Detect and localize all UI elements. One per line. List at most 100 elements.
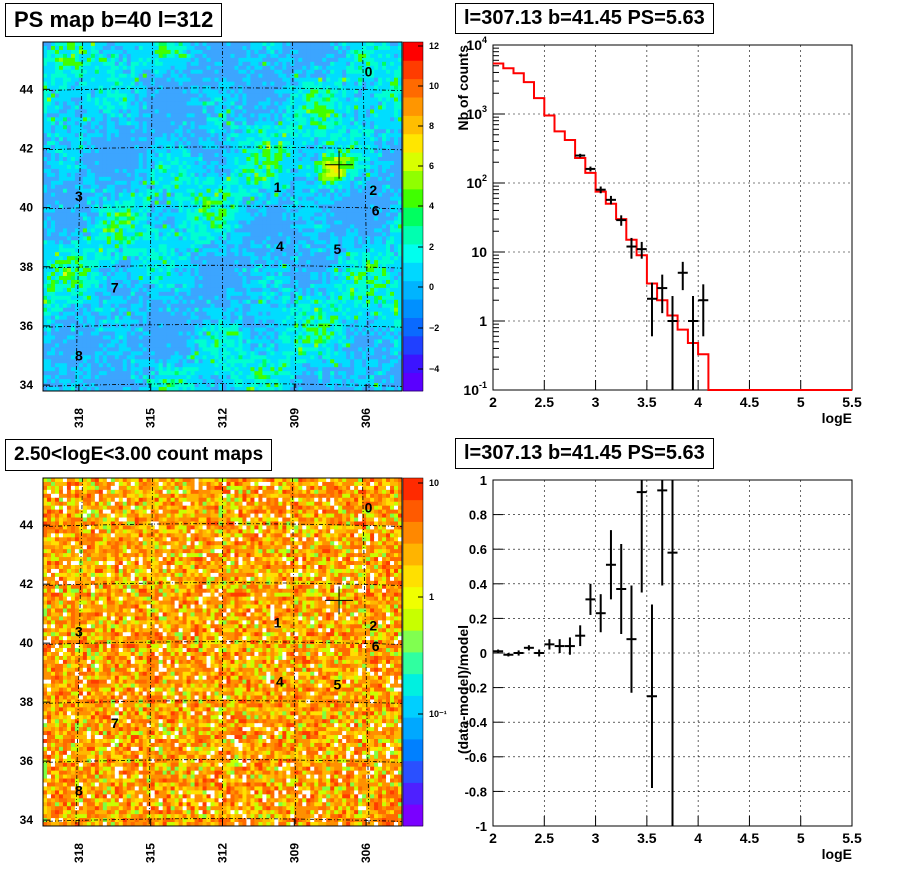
map-pixel	[270, 232, 275, 237]
map-pixel	[166, 93, 172, 99]
map-pixel	[342, 180, 347, 186]
map-pixel	[258, 129, 263, 134]
map-pixel	[386, 192, 391, 198]
map-pixel	[238, 220, 243, 225]
map-pixel	[262, 65, 267, 71]
map-pixel	[86, 172, 92, 178]
map-pixel	[126, 97, 132, 102]
map-pixel	[230, 212, 235, 217]
map-pixel	[282, 168, 287, 174]
map-pixel	[82, 192, 88, 198]
map-pixel	[150, 252, 156, 257]
map-pixel	[122, 168, 128, 174]
map-pixel	[70, 244, 76, 249]
map-pixel	[358, 65, 363, 71]
map-pixel	[350, 172, 355, 178]
map-pixel	[350, 117, 355, 122]
map-pixel	[90, 188, 96, 194]
map-pixel	[170, 97, 176, 102]
map-pixel	[158, 149, 164, 154]
map-pixel	[334, 168, 339, 174]
map-pixel	[74, 42, 80, 47]
map-pixel	[102, 57, 108, 63]
map-pixel	[174, 97, 180, 102]
map-pixel	[50, 109, 56, 114]
map-pixel	[46, 216, 52, 221]
map-pixel	[194, 89, 200, 95]
map-pixel	[126, 212, 132, 217]
map-pixel	[122, 141, 128, 146]
map-pixel	[66, 65, 72, 71]
map-pixel	[378, 244, 383, 249]
map-pixel	[62, 45, 68, 51]
map-pixel	[354, 129, 359, 134]
map-pixel	[162, 196, 168, 202]
map-pixel	[258, 93, 263, 99]
map-pixel	[294, 85, 299, 91]
map-pixel	[230, 220, 235, 225]
map-pixel	[158, 57, 164, 63]
map-pixel	[362, 228, 367, 233]
map-pixel	[262, 125, 267, 130]
map-pixel	[298, 224, 303, 229]
map-pixel	[110, 49, 116, 55]
map-pixel	[234, 184, 239, 190]
map-pixel	[374, 53, 379, 59]
map-pixel	[178, 157, 184, 162]
map-pixel	[306, 49, 311, 55]
map-pixel	[322, 145, 327, 150]
map-pixel	[362, 224, 367, 229]
map-pixel	[290, 252, 295, 257]
map-pixel	[62, 141, 68, 146]
map-pixel	[398, 89, 403, 95]
map-pixel	[222, 89, 227, 95]
map-pixel	[150, 81, 156, 87]
map-pixel	[286, 168, 291, 174]
map-pixel	[150, 93, 156, 99]
map-pixel	[374, 220, 379, 225]
map-pixel	[370, 153, 375, 158]
map-pixel	[274, 248, 279, 253]
map-pixel	[326, 232, 331, 237]
map-pixel	[370, 149, 375, 154]
map-pixel	[202, 184, 208, 190]
map-pixel	[282, 121, 287, 126]
map-pixel	[186, 244, 192, 249]
map-pixel	[206, 232, 212, 237]
map-pixel	[358, 113, 363, 118]
map-pixel	[174, 228, 180, 233]
map-pixel	[54, 228, 60, 233]
map-pixel	[306, 224, 311, 229]
map-pixel	[286, 113, 291, 118]
map-pixel	[318, 129, 323, 134]
map-pixel	[282, 184, 287, 190]
map-pixel	[382, 77, 387, 83]
map-pixel	[230, 65, 235, 71]
map-pixel	[214, 121, 220, 126]
map-pixel	[266, 252, 271, 257]
map-pixel	[170, 172, 176, 178]
map-pixel	[138, 97, 144, 102]
map-pixel	[306, 45, 311, 51]
map-pixel	[374, 149, 379, 154]
map-pixel	[142, 200, 148, 206]
map-pixel	[66, 188, 72, 194]
map-pixel	[114, 137, 120, 142]
map-pixel	[90, 73, 96, 79]
map-pixel	[262, 149, 267, 154]
map-pixel	[90, 220, 96, 225]
map-pixel	[334, 57, 339, 63]
map-pixel	[118, 61, 124, 67]
map-pixel	[62, 212, 68, 217]
map-pixel	[366, 157, 371, 162]
map-pixel	[170, 61, 176, 67]
map-pixel	[162, 204, 168, 210]
map-pixel	[210, 240, 216, 245]
map-pixel	[190, 53, 196, 59]
map-pixel	[274, 137, 279, 142]
map-pixel	[142, 49, 148, 55]
map-pixel	[146, 192, 152, 198]
map-pixel	[302, 160, 307, 166]
map-pixel	[390, 117, 395, 122]
map-pixel	[202, 141, 208, 146]
